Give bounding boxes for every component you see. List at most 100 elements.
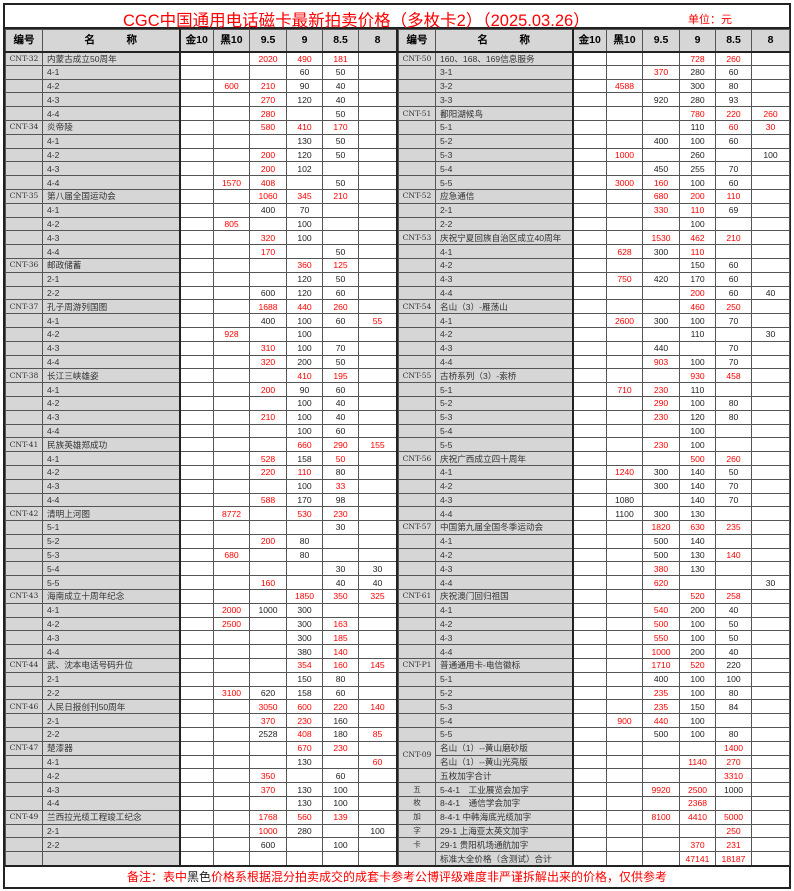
header-black10: 黑10 bbox=[606, 29, 643, 53]
price-grade-9-5 bbox=[249, 754, 287, 770]
price-black10 bbox=[606, 575, 643, 591]
card-name: 4-3 bbox=[435, 561, 574, 577]
card-code bbox=[5, 354, 43, 370]
price-black10 bbox=[213, 533, 250, 549]
card-name: 4-1 bbox=[42, 202, 181, 218]
price-black10 bbox=[606, 230, 643, 246]
price-grade-8 bbox=[751, 216, 790, 232]
price-grade-9: 1850 bbox=[286, 589, 323, 604]
price-black10 bbox=[606, 671, 643, 687]
table-row: CNT-42 清明上河图 8772 530 230 bbox=[5, 506, 397, 522]
card-name: 4-2 bbox=[42, 768, 181, 784]
table-row: 5-1 110 60 30 bbox=[398, 119, 790, 135]
price-grade-9-5: 680 bbox=[642, 188, 680, 204]
card-code bbox=[398, 395, 436, 411]
price-grade-8 bbox=[358, 768, 397, 784]
price-gold10 bbox=[179, 78, 214, 94]
price-gold10 bbox=[572, 644, 607, 660]
price-gold10 bbox=[179, 423, 214, 439]
price-black10 bbox=[606, 547, 643, 563]
price-grade-8-5: 84 bbox=[715, 699, 752, 715]
card-name: 5-3 bbox=[435, 409, 574, 425]
card-name: 5-2 bbox=[42, 533, 181, 549]
price-grade-9-5: 270 bbox=[249, 92, 287, 108]
price-black10 bbox=[606, 630, 643, 646]
price-grade-8 bbox=[751, 533, 790, 549]
price-grade-8-5: 69 bbox=[715, 202, 752, 218]
card-name: 4-4 bbox=[42, 492, 181, 508]
card-name: 4-2 bbox=[435, 478, 574, 494]
price-sheet: CGC中国通用电话磁卡最新拍卖价格（多枚卡2）（2025.03.26） 单位：元… bbox=[3, 3, 791, 889]
card-name: 4-2 bbox=[42, 464, 181, 480]
price-black10 bbox=[213, 368, 250, 384]
price-black10 bbox=[606, 326, 643, 342]
price-black10: 1080 bbox=[606, 492, 643, 508]
table-row: 4-1 628 300 110 bbox=[398, 244, 790, 259]
card-code bbox=[398, 257, 436, 273]
price-grade-9: 158 bbox=[286, 451, 323, 466]
price-grade-8-5: 185 bbox=[322, 630, 359, 646]
price-grade-9-5: 200 bbox=[249, 533, 287, 549]
price-black10 bbox=[213, 271, 250, 287]
price-grade-9 bbox=[679, 340, 716, 356]
price-black10 bbox=[606, 520, 643, 535]
price-grade-9: 100 bbox=[679, 616, 716, 632]
price-gold10 bbox=[572, 492, 607, 508]
price-black10 bbox=[213, 106, 250, 121]
card-code: CNT-P1 bbox=[398, 658, 436, 673]
price-grade-8-5 bbox=[715, 244, 752, 259]
price-gold10 bbox=[179, 188, 214, 204]
table-row: 4-1 60 50 bbox=[5, 64, 397, 80]
price-grade-9-5: 350 bbox=[249, 768, 287, 784]
page-title: CGC中国通用电话磁卡最新拍卖价格（多枚卡2）（2025.03.26） bbox=[123, 12, 590, 30]
price-black10 bbox=[213, 161, 250, 177]
price-grade-8-5: 220 bbox=[322, 699, 359, 715]
table-row: 4-3 200 102 bbox=[5, 161, 397, 177]
price-black10 bbox=[606, 409, 643, 425]
price-grade-8-5: 30 bbox=[322, 561, 359, 577]
card-name: 第八届全国运动会 bbox=[42, 188, 181, 204]
price-black10 bbox=[213, 423, 250, 439]
price-grade-8-5: 260 bbox=[715, 451, 752, 466]
price-grade-9-5: 280 bbox=[249, 106, 287, 121]
price-black10 bbox=[606, 340, 643, 356]
price-grade-9-5: 200 bbox=[249, 161, 287, 177]
table-row: CNT-61 庆祝澳门回归祖国 520 258 bbox=[398, 589, 790, 604]
card-name: 4-2 bbox=[435, 547, 574, 563]
price-black10 bbox=[213, 575, 250, 591]
price-grade-8-5: 70 bbox=[715, 340, 752, 356]
price-gold10 bbox=[179, 671, 214, 687]
header-black10: 黑10 bbox=[213, 29, 250, 53]
table-row: 2-1 1000 280 100 bbox=[5, 823, 397, 839]
card-code bbox=[398, 271, 436, 287]
card-code bbox=[5, 161, 43, 177]
price-grade-9-5 bbox=[249, 64, 287, 80]
table-row: 5-5 160 40 40 bbox=[5, 575, 397, 591]
card-code bbox=[398, 602, 436, 618]
price-grade-9-5: 210 bbox=[249, 78, 287, 94]
table-row: CNT-37 孔子周游列国图 1688 440 260 bbox=[5, 299, 397, 315]
price-grade-9: 462 bbox=[679, 230, 716, 246]
price-grade-9: 130 bbox=[286, 782, 323, 798]
price-grade-8 bbox=[358, 382, 397, 397]
price-grade-9: 140 bbox=[679, 464, 716, 480]
price-grade-9: 130 bbox=[286, 133, 323, 149]
price-black10 bbox=[213, 589, 250, 604]
price-gold10 bbox=[572, 340, 607, 356]
price-grade-9 bbox=[286, 837, 323, 853]
price-grade-9: 130 bbox=[679, 561, 716, 577]
table-row: 4-2 805 100 bbox=[5, 216, 397, 232]
price-gold10 bbox=[179, 230, 214, 246]
card-code: CNT-54 bbox=[398, 299, 436, 315]
table-row: 4-3 750 420 170 60 bbox=[398, 271, 790, 287]
price-gold10 bbox=[572, 285, 607, 301]
price-table-left: 编号名 称金10 黑10 9.5 9 8.5 8 CNT-32 内蒙古成立50周年 2020 49… bbox=[5, 29, 397, 867]
price-grade-9: 110 bbox=[679, 202, 716, 218]
card-name: 海南成立十周年纪念 bbox=[42, 589, 181, 604]
price-grade-9-5: 1688 bbox=[249, 299, 287, 315]
card-code bbox=[5, 147, 43, 163]
table-row: 五枚加字合计 3310 bbox=[398, 768, 790, 784]
price-grade-9-5 bbox=[642, 754, 680, 770]
price-gold10 bbox=[572, 630, 607, 646]
table-row: CNT-35 第八届全国运动会 1060 345 210 bbox=[5, 188, 397, 204]
